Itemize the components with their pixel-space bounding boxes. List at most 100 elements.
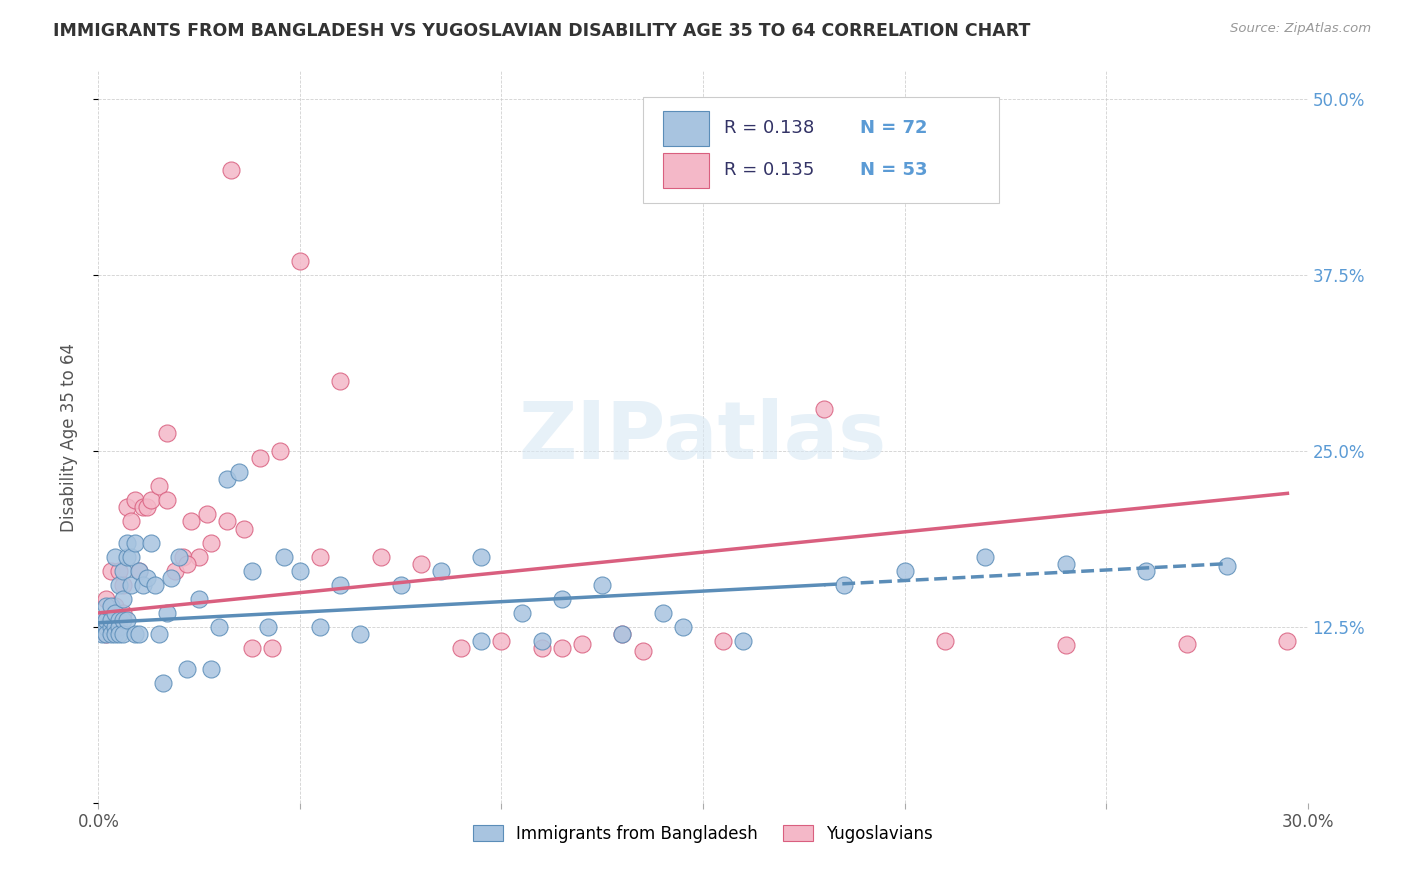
Point (228, 465, 250, 479)
Point (135, 500, 157, 515)
Text: N = 53: N = 53 (860, 161, 928, 179)
Point (96, 591, 118, 606)
Point (124, 627, 146, 641)
Text: IMMIGRANTS FROM BANGLADESH VS YUGOSLAVIAN DISABILITY AGE 35 TO 64 CORRELATION CH: IMMIGRANTS FROM BANGLADESH VS YUGOSLAVIA… (53, 22, 1031, 40)
Point (188, 591, 211, 606)
Point (188, 549, 211, 564)
Point (96, 620, 118, 634)
Point (430, 564, 453, 578)
Point (156, 606, 179, 620)
Point (711, 634, 734, 648)
Point (107, 578, 129, 592)
Text: R = 0.138: R = 0.138 (724, 120, 814, 137)
Point (100, 613, 122, 627)
Text: N = 72: N = 72 (860, 120, 928, 137)
Point (132, 500, 155, 515)
Y-axis label: Disability Age 35 to 64: Disability Age 35 to 64 (59, 343, 77, 532)
Point (91, 613, 114, 627)
Point (273, 549, 295, 564)
Point (551, 641, 574, 656)
Point (148, 627, 170, 641)
Point (1277, 634, 1299, 648)
Point (288, 254, 311, 268)
Point (120, 549, 142, 564)
Point (329, 578, 352, 592)
Point (200, 662, 222, 676)
Point (96, 613, 118, 627)
Point (672, 620, 695, 634)
Point (160, 571, 183, 585)
Point (893, 564, 915, 578)
Point (128, 564, 150, 578)
Point (208, 620, 231, 634)
Point (107, 620, 129, 634)
Point (91, 613, 114, 627)
Point (167, 549, 190, 564)
Point (176, 662, 198, 676)
Point (309, 620, 332, 634)
Point (96, 627, 118, 641)
Point (1175, 637, 1198, 651)
Point (631, 644, 654, 658)
Point (107, 627, 129, 641)
Point (221, 162, 243, 177)
Legend: Immigrants from Bangladesh, Yugoslavians: Immigrants from Bangladesh, Yugoslavians (467, 818, 939, 849)
Point (329, 374, 352, 388)
Point (128, 564, 150, 578)
Bar (664, 153, 709, 187)
Point (530, 641, 553, 656)
Point (571, 637, 593, 651)
Bar (664, 111, 709, 146)
Point (240, 564, 263, 578)
Point (530, 634, 553, 648)
Point (591, 578, 613, 592)
Point (551, 591, 574, 606)
Point (510, 606, 533, 620)
Point (103, 627, 125, 641)
Point (103, 620, 125, 634)
Point (217, 515, 239, 529)
Point (813, 401, 835, 416)
Point (256, 620, 278, 634)
Point (100, 620, 122, 634)
Point (103, 599, 125, 613)
Point (148, 479, 170, 493)
Point (232, 521, 254, 535)
Point (111, 627, 134, 641)
Point (115, 500, 138, 515)
Point (132, 578, 155, 592)
Point (1054, 557, 1077, 571)
Point (91, 620, 114, 634)
Point (260, 641, 283, 656)
Point (200, 535, 222, 549)
FancyBboxPatch shape (643, 97, 1000, 203)
Point (1054, 638, 1077, 652)
Point (163, 564, 186, 578)
Point (389, 578, 412, 592)
Point (288, 564, 311, 578)
Point (96, 627, 118, 641)
Point (139, 535, 162, 549)
Point (491, 634, 513, 648)
Point (240, 641, 263, 656)
Point (107, 613, 129, 627)
Point (111, 591, 134, 606)
Point (111, 613, 134, 627)
Point (450, 641, 472, 656)
Point (934, 634, 956, 648)
Point (91, 627, 114, 641)
Point (115, 535, 138, 549)
Point (1135, 564, 1157, 578)
Point (100, 627, 122, 641)
Point (120, 578, 142, 592)
Point (111, 564, 134, 578)
Point (128, 627, 150, 641)
Point (124, 493, 146, 508)
Point (135, 571, 157, 585)
Text: R = 0.135: R = 0.135 (724, 161, 814, 179)
Point (195, 508, 218, 522)
Point (470, 634, 492, 648)
Point (111, 606, 134, 620)
Point (217, 472, 239, 486)
Point (152, 676, 174, 690)
